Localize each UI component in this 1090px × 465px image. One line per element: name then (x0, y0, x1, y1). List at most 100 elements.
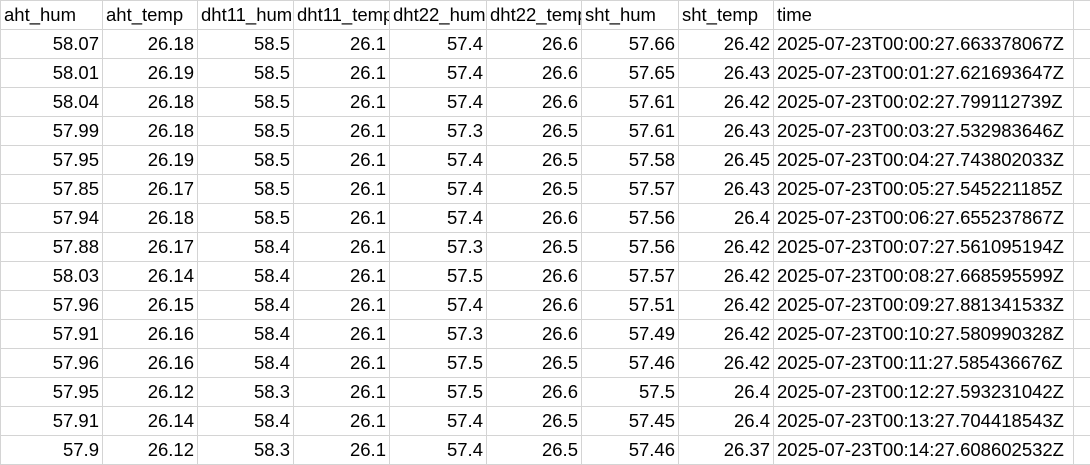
data-cell[interactable]: 26.1 (294, 175, 390, 204)
header-cell[interactable]: aht_temp (103, 1, 198, 30)
data-cell[interactable]: 57.3 (390, 233, 487, 262)
data-cell[interactable]: 57.85 (1, 175, 103, 204)
data-cell[interactable]: 26.14 (103, 407, 198, 436)
data-cell[interactable]: 58.5 (198, 30, 294, 59)
data-cell[interactable]: 26.1 (294, 262, 390, 291)
empty-cell[interactable] (1074, 378, 1090, 407)
data-cell[interactable]: 26.6 (487, 291, 582, 320)
data-cell[interactable]: 57.96 (1, 349, 103, 378)
data-cell[interactable]: 57.95 (1, 146, 103, 175)
header-cell[interactable]: dht22_temp (487, 1, 582, 30)
header-cell[interactable]: sht_temp (679, 1, 774, 30)
header-cell[interactable]: dht11_temp (294, 1, 390, 30)
data-cell[interactable]: 26.42 (679, 88, 774, 117)
data-cell[interactable]: 26.12 (103, 436, 198, 465)
data-cell[interactable]: 26.42 (679, 349, 774, 378)
data-cell[interactable]: 26.6 (487, 320, 582, 349)
empty-cell[interactable] (1074, 117, 1090, 146)
data-cell[interactable]: 26.1 (294, 378, 390, 407)
data-cell[interactable]: 57.58 (582, 146, 679, 175)
data-cell[interactable]: 26.5 (487, 436, 582, 465)
data-cell[interactable]: 26.43 (679, 175, 774, 204)
empty-cell[interactable] (1074, 1, 1090, 30)
data-cell[interactable]: 57.57 (582, 262, 679, 291)
empty-cell[interactable] (1074, 88, 1090, 117)
data-cell[interactable]: 2025-07-23T00:04:27.743802033Z (774, 146, 1074, 175)
data-cell[interactable]: 26.17 (103, 175, 198, 204)
data-cell[interactable]: 26.6 (487, 378, 582, 407)
data-cell[interactable]: 2025-07-23T00:10:27.580990328Z (774, 320, 1074, 349)
data-cell[interactable]: 26.16 (103, 349, 198, 378)
data-cell[interactable]: 26.42 (679, 233, 774, 262)
data-cell[interactable]: 57.66 (582, 30, 679, 59)
data-cell[interactable]: 26.18 (103, 88, 198, 117)
data-cell[interactable]: 57.56 (582, 204, 679, 233)
data-cell[interactable]: 57.65 (582, 59, 679, 88)
empty-cell[interactable] (1074, 320, 1090, 349)
data-cell[interactable]: 26.6 (487, 88, 582, 117)
empty-cell[interactable] (1074, 59, 1090, 88)
data-cell[interactable]: 26.5 (487, 175, 582, 204)
data-cell[interactable]: 2025-07-23T00:13:27.704418543Z (774, 407, 1074, 436)
data-cell[interactable]: 58.4 (198, 407, 294, 436)
data-cell[interactable]: 58.03 (1, 262, 103, 291)
data-cell[interactable]: 57.3 (390, 320, 487, 349)
data-cell[interactable]: 26.4 (679, 204, 774, 233)
data-cell[interactable]: 26.43 (679, 117, 774, 146)
data-cell[interactable]: 57.46 (582, 349, 679, 378)
data-cell[interactable]: 26.1 (294, 146, 390, 175)
data-cell[interactable]: 26.5 (487, 407, 582, 436)
data-cell[interactable]: 26.12 (103, 378, 198, 407)
data-cell[interactable]: 57.96 (1, 291, 103, 320)
data-cell[interactable]: 57.4 (390, 204, 487, 233)
data-cell[interactable]: 2025-07-23T00:11:27.585436676Z (774, 349, 1074, 378)
data-cell[interactable]: 26.1 (294, 88, 390, 117)
data-cell[interactable]: 57.4 (390, 88, 487, 117)
data-cell[interactable]: 26.1 (294, 233, 390, 262)
data-cell[interactable]: 58.01 (1, 59, 103, 88)
data-cell[interactable]: 57.4 (390, 30, 487, 59)
data-cell[interactable]: 58.4 (198, 233, 294, 262)
data-cell[interactable]: 58.04 (1, 88, 103, 117)
data-cell[interactable]: 2025-07-23T00:02:27.799112739Z (774, 88, 1074, 117)
data-cell[interactable]: 26.6 (487, 262, 582, 291)
data-cell[interactable]: 26.43 (679, 59, 774, 88)
data-cell[interactable]: 26.1 (294, 436, 390, 465)
empty-cell[interactable] (1074, 30, 1090, 59)
data-cell[interactable]: 57.4 (390, 175, 487, 204)
data-cell[interactable]: 57.4 (390, 146, 487, 175)
header-cell[interactable]: sht_hum (582, 1, 679, 30)
data-cell[interactable]: 57.91 (1, 320, 103, 349)
data-cell[interactable]: 26.19 (103, 59, 198, 88)
data-cell[interactable]: 57.91 (1, 407, 103, 436)
data-cell[interactable]: 26.37 (679, 436, 774, 465)
data-cell[interactable]: 26.6 (487, 59, 582, 88)
data-cell[interactable]: 58.5 (198, 59, 294, 88)
data-cell[interactable]: 26.1 (294, 30, 390, 59)
data-cell[interactable]: 26.1 (294, 320, 390, 349)
header-cell[interactable]: aht_hum (1, 1, 103, 30)
data-cell[interactable]: 26.15 (103, 291, 198, 320)
data-cell[interactable]: 57.61 (582, 117, 679, 146)
data-cell[interactable]: 57.57 (582, 175, 679, 204)
data-cell[interactable]: 57.95 (1, 378, 103, 407)
empty-cell[interactable] (1074, 407, 1090, 436)
empty-cell[interactable] (1074, 262, 1090, 291)
empty-cell[interactable] (1074, 146, 1090, 175)
header-cell[interactable]: dht22_hum (390, 1, 487, 30)
header-cell[interactable]: time (774, 1, 1074, 30)
data-cell[interactable]: 2025-07-23T00:00:27.663378067Z (774, 30, 1074, 59)
data-cell[interactable]: 26.42 (679, 30, 774, 59)
data-cell[interactable]: 2025-07-23T00:03:27.532983646Z (774, 117, 1074, 146)
data-cell[interactable]: 26.4 (679, 407, 774, 436)
data-cell[interactable]: 26.1 (294, 291, 390, 320)
data-cell[interactable]: 26.5 (487, 349, 582, 378)
data-cell[interactable]: 26.42 (679, 320, 774, 349)
data-cell[interactable]: 58.3 (198, 436, 294, 465)
data-cell[interactable]: 2025-07-23T00:09:27.881341533Z (774, 291, 1074, 320)
empty-cell[interactable] (1074, 233, 1090, 262)
data-cell[interactable]: 58.07 (1, 30, 103, 59)
data-cell[interactable]: 57.3 (390, 117, 487, 146)
data-cell[interactable]: 57.5 (390, 262, 487, 291)
data-cell[interactable]: 57.51 (582, 291, 679, 320)
